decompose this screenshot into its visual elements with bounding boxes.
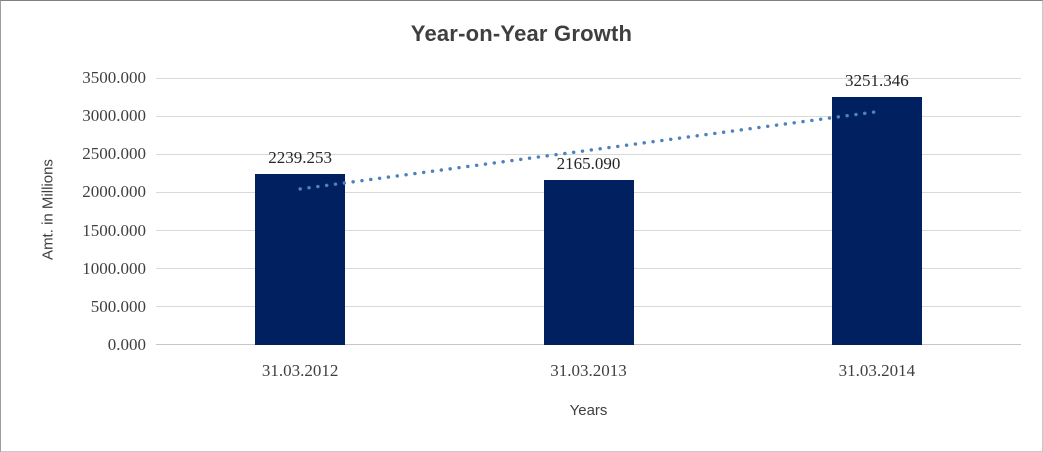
y-tick-label: 1000.000: [82, 258, 146, 278]
trendline: [298, 110, 879, 191]
gridline: [156, 77, 1021, 79]
bar-data-label: 3251.346: [844, 70, 909, 90]
chart-title: Year-on-Year Growth: [410, 21, 633, 46]
bar-data-label: 2239.253: [268, 148, 333, 168]
bar: [255, 174, 346, 345]
y-tick-label: 0.000: [107, 335, 146, 354]
y-tick-label: 3000.000: [82, 106, 146, 126]
y-tick-label: 3500.000: [82, 68, 146, 87]
y-tick-label: 1500.000: [82, 220, 146, 240]
y-tick-label: 2000.000: [82, 182, 146, 202]
plot-area: [156, 77, 1021, 345]
y-tick-label: 2500.000: [82, 144, 146, 164]
bar: [543, 179, 634, 345]
trendline-line: [298, 110, 879, 191]
x-tick-label: 31.03.2014: [838, 361, 916, 380]
bar: [831, 96, 922, 345]
y-tick-label: 500.000: [90, 296, 146, 316]
x-tick-label: 31.03.2013: [550, 361, 627, 380]
x-axis-title: Years: [569, 402, 608, 419]
gridline: [156, 153, 1021, 155]
x-tick-label: 31.03.2012: [261, 361, 339, 380]
gridline: [156, 115, 1021, 117]
bar-data-label: 2165.090: [556, 153, 621, 173]
